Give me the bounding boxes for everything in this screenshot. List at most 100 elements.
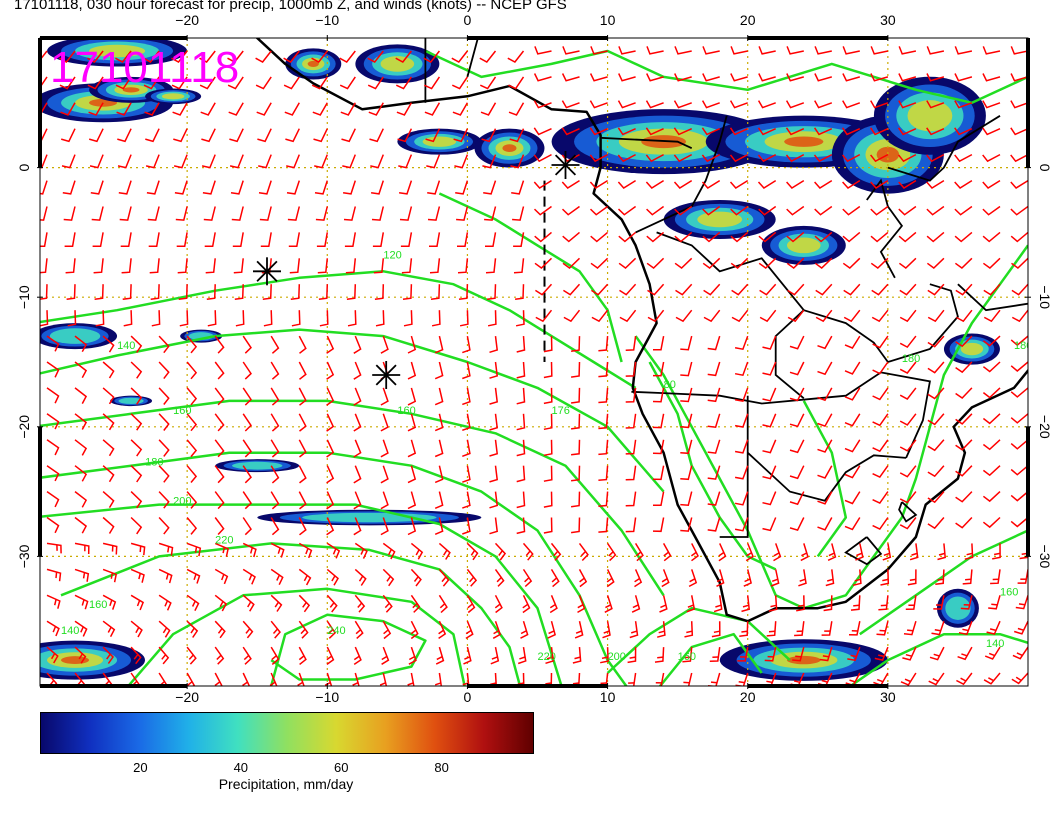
wind-barb bbox=[117, 128, 132, 143]
wind-barb-flag bbox=[686, 630, 693, 634]
wind-barb bbox=[789, 387, 805, 402]
wind-barb bbox=[729, 127, 749, 136]
wind-barb bbox=[707, 517, 721, 532]
wind-barb-flag bbox=[360, 548, 365, 555]
wind-barb bbox=[90, 180, 104, 195]
wind-barb-flag bbox=[469, 576, 475, 583]
precip-cell bbox=[786, 655, 821, 665]
wind-barb bbox=[201, 128, 216, 143]
wind-barb bbox=[786, 257, 805, 269]
wind-barb bbox=[841, 127, 861, 136]
wind-barb bbox=[701, 127, 721, 136]
wind-barb bbox=[759, 309, 777, 323]
wind-barb bbox=[926, 257, 945, 269]
wind-barb-flag bbox=[496, 576, 502, 583]
wind-barb bbox=[522, 542, 534, 561]
wind-barb bbox=[326, 672, 333, 686]
wind-barb-flag bbox=[300, 628, 306, 635]
wind-barb bbox=[407, 491, 417, 510]
wind-barb bbox=[40, 50, 48, 62]
wind-barb bbox=[956, 672, 973, 686]
wind-barb bbox=[625, 465, 637, 481]
wind-barb bbox=[298, 594, 311, 613]
wind-barb bbox=[298, 517, 307, 536]
wind-barb-flag bbox=[856, 552, 863, 557]
wind-barb-flag bbox=[438, 629, 444, 635]
wind-barb bbox=[570, 336, 581, 352]
contour-label: 200 bbox=[173, 496, 191, 508]
wind-barb bbox=[762, 517, 777, 532]
wind-barb bbox=[598, 517, 609, 533]
contour-label: 80 bbox=[664, 379, 676, 391]
wind-barb bbox=[456, 206, 469, 221]
wind-barb bbox=[207, 310, 217, 327]
wind-barb bbox=[511, 180, 525, 195]
wind-barb bbox=[653, 672, 665, 686]
wind-barb bbox=[707, 439, 721, 454]
wind-barb bbox=[489, 413, 499, 431]
wind-barb bbox=[570, 361, 581, 378]
wind-barb bbox=[256, 102, 272, 116]
wind-barb bbox=[870, 231, 889, 243]
wind-barb bbox=[176, 232, 188, 247]
wind-barb bbox=[233, 258, 244, 274]
wind-barb bbox=[214, 646, 225, 665]
country-border bbox=[635, 115, 728, 234]
lat-tick-label-right: −10 bbox=[1037, 285, 1053, 309]
wind-barb bbox=[214, 672, 223, 686]
wind-barb bbox=[368, 102, 384, 116]
wind-barb bbox=[931, 620, 945, 636]
wind-barb bbox=[353, 361, 362, 380]
wind-barb-flag bbox=[161, 654, 167, 660]
wind-barb bbox=[227, 50, 244, 63]
wind-barb bbox=[130, 387, 143, 405]
precip-cell bbox=[784, 136, 824, 147]
wind-barb bbox=[757, 100, 776, 109]
wind-barb bbox=[954, 231, 973, 243]
wind-barb bbox=[158, 387, 170, 405]
wind-barb bbox=[734, 439, 749, 454]
wind-barb bbox=[487, 310, 497, 327]
wind-barb-flag bbox=[799, 578, 806, 582]
wind-barb bbox=[898, 205, 917, 216]
wind-barb bbox=[707, 361, 721, 377]
wind-barb bbox=[982, 516, 1001, 529]
wind-barb bbox=[143, 76, 160, 90]
wind-barb-flag bbox=[80, 626, 84, 633]
wind-barb bbox=[872, 361, 889, 375]
wind-barb-flag bbox=[53, 599, 57, 606]
wind-barb bbox=[353, 413, 362, 432]
wind-barb bbox=[367, 76, 384, 90]
wind-barb-flag bbox=[718, 551, 725, 557]
wind-barb bbox=[842, 205, 861, 216]
wind-barb-flag bbox=[911, 552, 918, 556]
wind-barb bbox=[955, 335, 973, 348]
wind-barb bbox=[242, 413, 252, 432]
wind-barb bbox=[434, 465, 444, 484]
wind-barb bbox=[737, 646, 749, 662]
wind-barb-flag bbox=[658, 630, 665, 634]
wind-barb bbox=[703, 309, 721, 323]
wind-barb bbox=[902, 646, 917, 661]
wind-barb bbox=[522, 672, 525, 686]
wind-barb bbox=[682, 647, 693, 663]
wind-barb bbox=[205, 258, 216, 274]
wind-barb bbox=[353, 517, 362, 536]
wind-barb-flag bbox=[988, 652, 995, 657]
wind-barb bbox=[534, 46, 552, 55]
wind-barb bbox=[869, 127, 889, 136]
wind-barb bbox=[462, 491, 471, 509]
wind-barb bbox=[102, 620, 116, 638]
wind-barb bbox=[74, 413, 88, 430]
wind-barb bbox=[458, 284, 469, 301]
wind-barb bbox=[955, 516, 973, 529]
wind-barb bbox=[909, 543, 919, 561]
contour-label: 160 bbox=[678, 651, 696, 663]
wind-barb bbox=[589, 73, 608, 82]
wind-barb bbox=[380, 439, 389, 458]
wind-barb bbox=[341, 128, 356, 143]
wind-barb bbox=[60, 102, 76, 116]
wind-barb bbox=[186, 542, 202, 557]
wind-barb bbox=[425, 128, 441, 143]
